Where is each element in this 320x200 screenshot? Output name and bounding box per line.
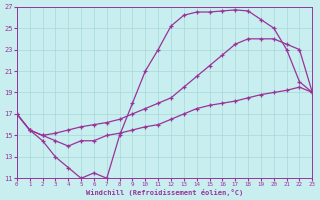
X-axis label: Windchill (Refroidissement éolien,°C): Windchill (Refroidissement éolien,°C) [86, 189, 243, 196]
